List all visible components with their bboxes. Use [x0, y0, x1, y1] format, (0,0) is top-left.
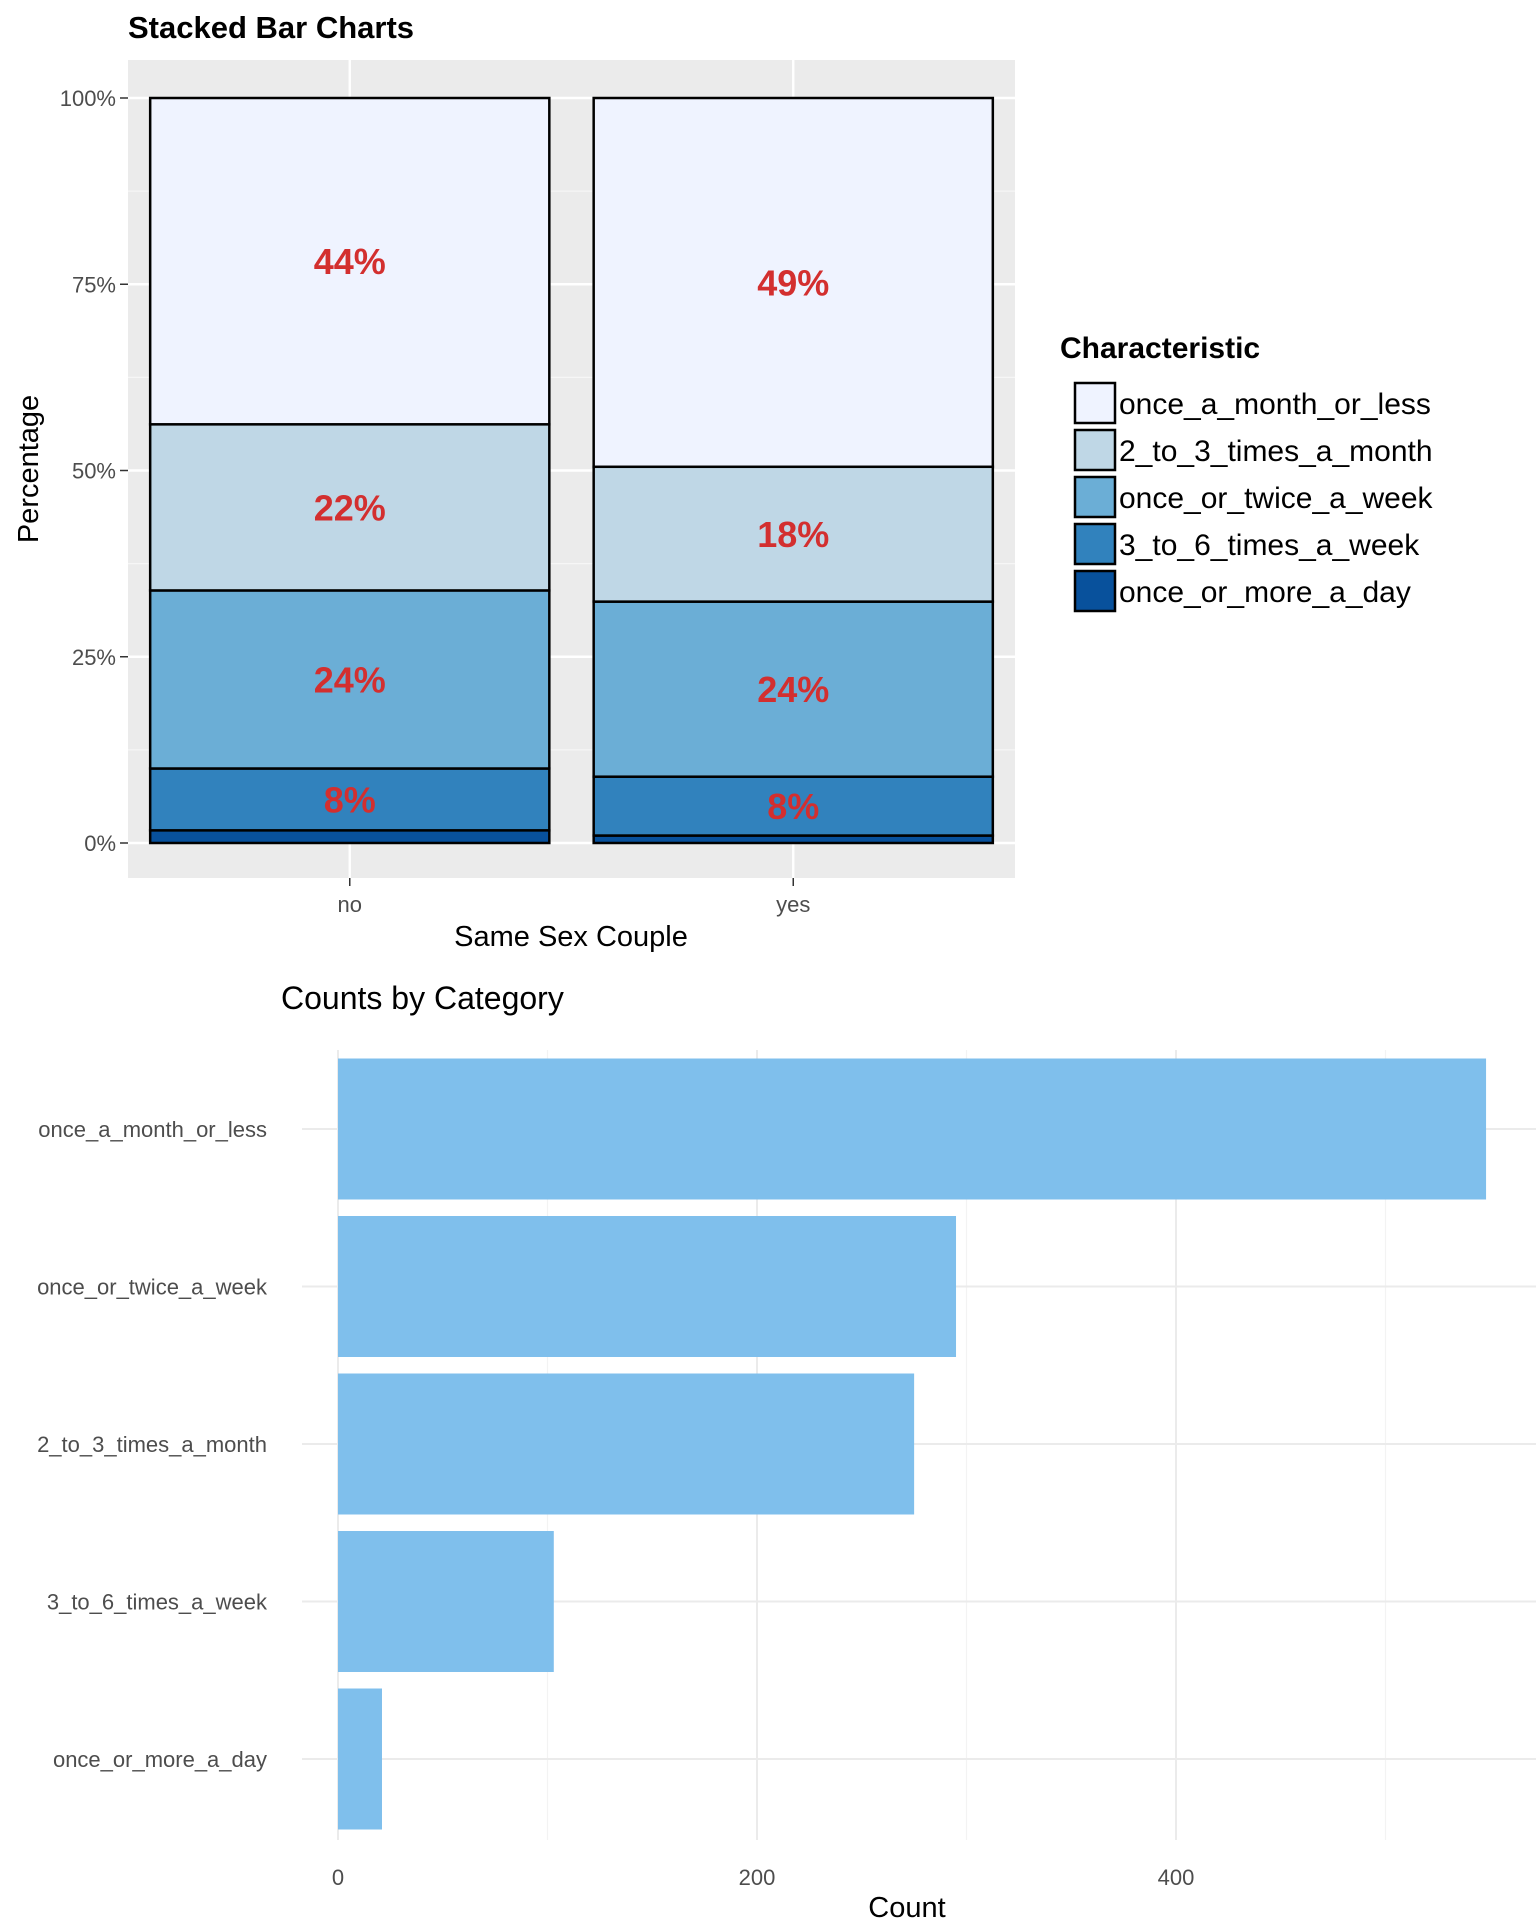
y-tick-label: once_or_twice_a_week — [37, 1275, 268, 1300]
segment-label: 8% — [324, 779, 376, 820]
legend-label: 2_to_3_times_a_month — [1119, 435, 1433, 468]
legend-key — [1073, 475, 1117, 519]
count-bar-2-to-3-times-a-month — [338, 1373, 915, 1515]
legend-key — [1073, 522, 1117, 566]
legend-key — [1073, 428, 1117, 472]
counts-chart-title: Counts by Category — [281, 980, 564, 1016]
bar-segment-once-or-twice-a-week — [592, 600, 995, 778]
bar-segment-once-or-twice-a-week — [148, 589, 551, 770]
count-bar-once-a-month-or-less — [338, 1058, 1487, 1200]
bar-segment-once-a-month-or-less — [148, 96, 551, 426]
legend-label: once_or_twice_a_week — [1119, 482, 1434, 515]
x-tick-label: 0 — [332, 1865, 344, 1890]
counts-y-tick-labels: once_a_month_or_less once_or_twice_a_week… — [37, 1117, 268, 1772]
legend-key — [1073, 569, 1117, 613]
segment-label: 49% — [757, 262, 829, 303]
count-bar-3-to-6-times-a-week — [338, 1531, 554, 1672]
y-tick-label: 2_to_3_times_a_month — [37, 1432, 267, 1457]
stacked-chart-title: Stacked Bar Charts — [128, 10, 414, 45]
x-tick-label: yes — [776, 892, 810, 917]
counts-x-tick-labels: 0 200 400 — [332, 1865, 1194, 1890]
stacked-bars — [148, 96, 995, 845]
bar-segment-2-to-3-times-a-month — [592, 465, 995, 603]
bar-segment-3-to-6-times-a-week — [592, 775, 995, 837]
legend-label: 3_to_6_times_a_week — [1119, 529, 1420, 562]
y-tick-label: 0% — [84, 831, 116, 856]
stacked-y-axis-title: Percentage — [13, 395, 45, 543]
stacked-bar-chart: Stacked Bar Charts 8% 24% 22% 44% 8% 24% 18% 49… — [13, 10, 1434, 953]
bar-segment-3-to-6-times-a-week — [148, 767, 551, 832]
segment-label: 44% — [314, 241, 386, 282]
legend-key — [1073, 381, 1117, 425]
legend-label: once_or_more_a_day — [1119, 576, 1411, 609]
y-tick-label: once_or_more_a_day — [53, 1747, 267, 1772]
y-tick-label: 100% — [60, 86, 116, 111]
stacked-x-tick-labels: no yes — [338, 878, 810, 917]
segment-label: 22% — [314, 487, 386, 528]
counts-bar-chart: Counts by Category once_a_month_or_lesso… — [37, 980, 1536, 1920]
stacked-x-axis-title: Same Sex Couple — [454, 921, 688, 953]
bar-segment-2-to-3-times-a-month — [148, 423, 551, 592]
counts-bars — [338, 1058, 1487, 1830]
y-tick-label: 50% — [72, 459, 116, 484]
bar-segment-once-or-more-a-day — [148, 829, 551, 845]
x-tick-label: 400 — [1158, 1865, 1195, 1890]
segment-label: 18% — [757, 514, 829, 555]
legend-label: once_a_month_or_less — [1119, 388, 1431, 421]
y-tick-label: 75% — [72, 272, 116, 297]
segment-label: 24% — [757, 669, 829, 710]
segment-label: 24% — [314, 659, 386, 700]
count-bar-once-or-twice-a-week — [338, 1216, 957, 1357]
legend-title: Characteristic — [1060, 332, 1260, 365]
stacked-y-tick-labels: 0% 25% 50% 75% 100% — [60, 86, 128, 856]
count-bar-once-or-more-a-day — [338, 1688, 382, 1830]
counts-x-axis-title: Count — [868, 1892, 945, 1920]
stacked-segment-labels: 8% 24% 22% 44% 8% 24% 18% 49% — [314, 241, 830, 827]
bar-segment-once-a-month-or-less — [592, 96, 995, 469]
x-tick-label: 200 — [739, 1865, 776, 1890]
segment-label: 8% — [767, 786, 819, 827]
y-tick-label: 3_to_6_times_a_week — [47, 1590, 268, 1615]
y-tick-label: 25% — [72, 645, 116, 670]
y-tick-label: once_a_month_or_less — [38, 1117, 267, 1142]
stacked-legend: Characteristic once_a_month_or_less 2_to_… — [1060, 332, 1434, 613]
x-tick-label: no — [338, 892, 362, 917]
